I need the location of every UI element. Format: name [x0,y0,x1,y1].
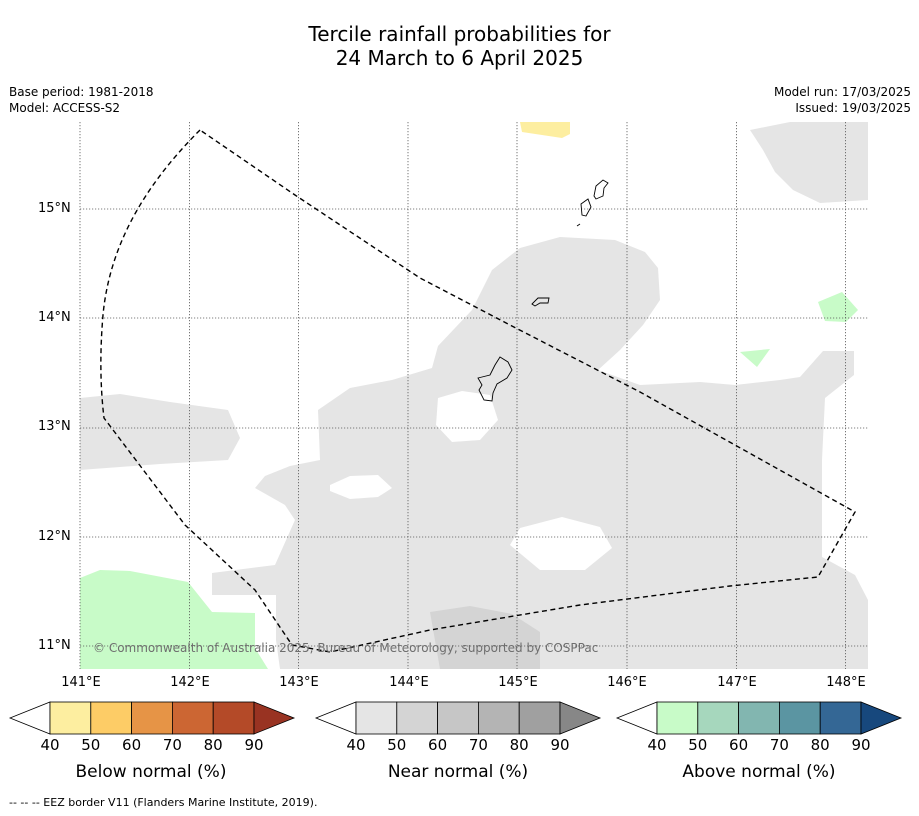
lon-label-143e: 143°E [279,675,319,690]
colorbar-below-segment [49,701,92,735]
gridlines [79,122,868,669]
colorbar-above-tick: 50 [688,736,708,754]
lon-label-141e: 141°E [61,675,101,690]
colorbar-above-segment [779,701,821,735]
lat-label-12n: 12°N [38,529,71,544]
colorbar-above-segment [697,701,739,735]
probability-shading [80,122,868,669]
colorbar-title-near: Near normal (%) [387,762,529,782]
above-normal-region-southwest [80,570,268,669]
lon-label-148e: 148°E [826,675,866,690]
above-normal-region-east-1 [818,292,858,322]
colorbar-below-tick: 80 [203,736,223,754]
lon-label-142e: 142°E [170,675,210,690]
colorbar-below-tick: 60 [122,736,142,754]
near-normal-region-northeast [750,122,868,203]
colorbar-below-segment [131,701,173,735]
colorbar-above-segment [738,701,780,735]
island-rota [531,297,550,307]
lat-label-15n: 15°N [38,201,71,216]
map-title: Tercile rainfall probabilities for 24 Ma… [0,22,919,70]
colorbar-near-tick: 40 [346,736,366,754]
colorbar-below-low-arrow [8,701,51,735]
lat-label-14n: 14°N [38,310,71,325]
title-line-1: Tercile rainfall probabilities for [308,22,611,46]
colorbar-near-tick: 70 [468,736,488,754]
colorbar-near-tick: 50 [387,736,407,754]
colorbar-below-segment [90,701,133,735]
model-name: Model: ACCESS-S2 [9,101,121,115]
lat-label-13n: 13°N [38,419,71,434]
clear-area-3 [510,517,612,570]
colorbar-near-segment [355,701,398,735]
coastline [477,179,609,402]
model-run: Model run: 17/03/2025 [773,85,911,99]
title-line-2: 24 March to 6 April 2025 [335,46,584,70]
near-normal-region-west [80,394,240,470]
colorbar-below-segment [171,701,214,735]
colorbar-above-segment [656,701,699,735]
colorbar-title-above: Above normal (%) [682,762,836,782]
colorbar-above-tick: 70 [769,736,789,754]
base-period: Base period: 1981-2018 [9,85,154,99]
colorbar-near-tick: 60 [428,736,448,754]
colorbar-near-segment [396,701,438,735]
colorbar-above-tick: 40 [647,736,667,754]
colorbar-above-tick: 60 [729,736,749,754]
colorbar-near-tick: 90 [550,736,570,754]
colorbar-near-tick: 80 [509,736,529,754]
island-tinian [580,198,592,217]
colorbar-near-segment [477,701,520,735]
colorbar-below-tick: 40 [40,736,60,754]
clear-area-2 [330,475,392,499]
colorbar-below-tick: 50 [81,736,101,754]
lon-label-147e: 147°E [717,675,757,690]
eez-footnote: -- -- -- EEZ border V11 (Flanders Marine… [9,796,318,809]
meta-left: Base period: 1981-2018 Model: ACCESS-S2 [9,84,154,116]
lon-label-144e: 144°E [389,675,429,690]
colorbar-near-segment [437,701,479,735]
colorbar-below-segment [212,701,255,735]
below-normal-region [520,122,570,138]
colorbar-near-high-arrow [559,701,602,735]
colorbar-above-high-arrow [860,701,903,735]
colorbar-below-tick: 70 [162,736,182,754]
island-aguijan [576,223,581,227]
meta-right: Model run: 17/03/2025 Issued: 19/03/2025 [774,84,911,116]
colorbar-above-segment [819,701,862,735]
island-guam [477,356,513,402]
eez-border [100,129,856,653]
above-normal-region-east-2 [740,349,770,367]
colorbar-near-segment [518,701,561,735]
lon-label-146e: 146°E [607,675,647,690]
clear-area-1 [436,391,498,442]
issued-date: Issued: 19/03/2025 [795,101,911,115]
copyright-notice: © Commonwealth of Australia 2025, Bureau… [93,641,599,655]
colorbar-below-high-arrow [253,701,296,735]
colorbar-near-low-arrow [314,701,357,735]
lon-label-145e: 145°E [498,675,538,690]
near-normal-region-main [212,237,868,669]
colorbar-title-below: Below normal (%) [75,762,227,782]
colorbar-below-tick: 90 [244,736,264,754]
colorbar-above-tick: 90 [851,736,871,754]
colorbar-above-tick: 80 [810,736,830,754]
colorbars [8,701,903,735]
colorbar-above-low-arrow [615,701,658,735]
near-normal-region-darker [430,606,540,669]
lat-label-11n: 11°N [38,638,71,653]
island-saipan [593,179,609,200]
